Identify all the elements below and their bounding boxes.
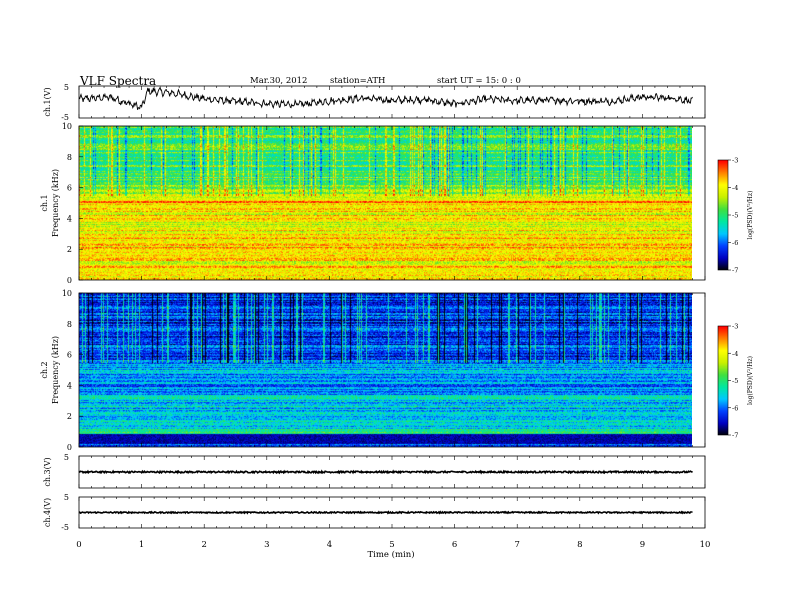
signal-trace xyxy=(78,469,694,475)
signal-trace xyxy=(78,510,693,515)
y-tick-label: -5 xyxy=(61,523,69,532)
ch2-colorbar: -3 -4 -5 -6 -7 log(PSD)(V²/Hz) xyxy=(717,323,754,440)
channel-label: ch.2 xyxy=(40,361,49,378)
colorbar-tick-label: -5 xyxy=(732,377,738,385)
ch4-waveform-panel: 5 -5 ch.4(V) xyxy=(43,493,706,532)
ch1-spectrogram-image xyxy=(79,126,692,280)
y-tick-label: 2 xyxy=(67,412,72,421)
colorbar-tick-label: -6 xyxy=(732,239,738,247)
y-axis-label: Frequency (kHz) xyxy=(51,169,60,237)
x-tick-label: 1 xyxy=(139,540,144,550)
ch2-colorbar-image xyxy=(718,326,728,435)
y-axis-label: ch.1(V) xyxy=(43,87,52,116)
colorbar-tick-label: -5 xyxy=(732,212,738,220)
y-tick-label: 8 xyxy=(67,320,72,329)
colorbar-tick-label: -4 xyxy=(732,184,738,192)
y-axis-label: Frequency (kHz) xyxy=(51,336,60,404)
ch1-colorbar-image xyxy=(718,160,728,270)
x-tick-label: 2 xyxy=(201,540,206,550)
ch1-spectrogram-panel: 10 8 6 4 2 0 ch.1 Frequency (kHz) xyxy=(40,122,706,285)
colorbar-label: log(PSD)(V²/Hz) xyxy=(747,356,754,405)
x-tick-label: 9 xyxy=(640,540,645,550)
y-tick-label: 4 xyxy=(67,214,72,223)
y-tick-label: 6 xyxy=(67,351,72,360)
ch2-spectrogram-panel: 10 8 6 4 2 0 ch.2 Frequency (kHz) xyxy=(40,289,706,452)
y-tick-label: 5 xyxy=(64,83,69,92)
x-tick-label: 7 xyxy=(514,540,519,550)
ch2-spectrogram-image xyxy=(79,293,692,447)
start-ut-label: start UT = 15: 0 : 0 xyxy=(437,76,521,86)
y-tick-label: -5 xyxy=(61,113,69,122)
x-tick-label: 8 xyxy=(577,540,582,550)
x-tick-label: 3 xyxy=(264,540,269,550)
colorbar-tick-label: -3 xyxy=(732,157,738,165)
y-tick-label: 10 xyxy=(62,289,72,298)
y-tick-label: 0 xyxy=(67,276,72,285)
x-tick-label: 6 xyxy=(452,540,457,550)
signal-trace xyxy=(78,86,693,110)
ch3-waveform-panel: 5 ch.3(V) xyxy=(43,453,706,489)
y-tick-label: 2 xyxy=(67,245,72,254)
y-axis-label: ch.4(V) xyxy=(43,498,52,527)
x-tick-label: 0 xyxy=(76,540,81,550)
ch1-waveform-panel: 5 -5 ch.1(V) xyxy=(43,83,706,122)
y-tick-label: 0 xyxy=(67,443,72,452)
y-tick-label: 6 xyxy=(67,184,72,193)
colorbar-label: log(PSD)(V²/Hz) xyxy=(747,191,754,240)
time-axis: 0 1 2 3 4 5 6 7 8 9 10 xyxy=(76,540,710,550)
y-tick-label: 5 xyxy=(64,453,69,462)
date-label: Mar.30, 2012 xyxy=(250,76,307,86)
colorbar-tick-label: -3 xyxy=(732,323,738,331)
station-label: station=ATH xyxy=(330,76,385,86)
figure-title: VLF Spectra xyxy=(79,74,156,88)
y-tick-label: 5 xyxy=(64,493,69,502)
x-tick-label: 4 xyxy=(327,540,332,550)
colorbar-tick-label: -4 xyxy=(732,350,738,358)
y-tick-label: 10 xyxy=(62,122,72,131)
x-tick-label: 5 xyxy=(389,540,394,550)
colorbar-tick-label: -7 xyxy=(732,267,738,275)
x-axis-title: Time (min) xyxy=(367,549,414,560)
y-tick-label: 8 xyxy=(67,153,72,162)
ch1-colorbar: -3 -4 -5 -6 -7 log(PSD)(V²/Hz) xyxy=(717,157,754,275)
y-tick-label: 4 xyxy=(67,381,72,390)
channel-label: ch.1 xyxy=(40,194,49,211)
x-tick-label: 10 xyxy=(700,540,711,550)
y-axis-label: ch.3(V) xyxy=(43,457,52,486)
colorbar-tick-label: -7 xyxy=(732,432,738,440)
colorbar-tick-label: -6 xyxy=(732,404,738,412)
